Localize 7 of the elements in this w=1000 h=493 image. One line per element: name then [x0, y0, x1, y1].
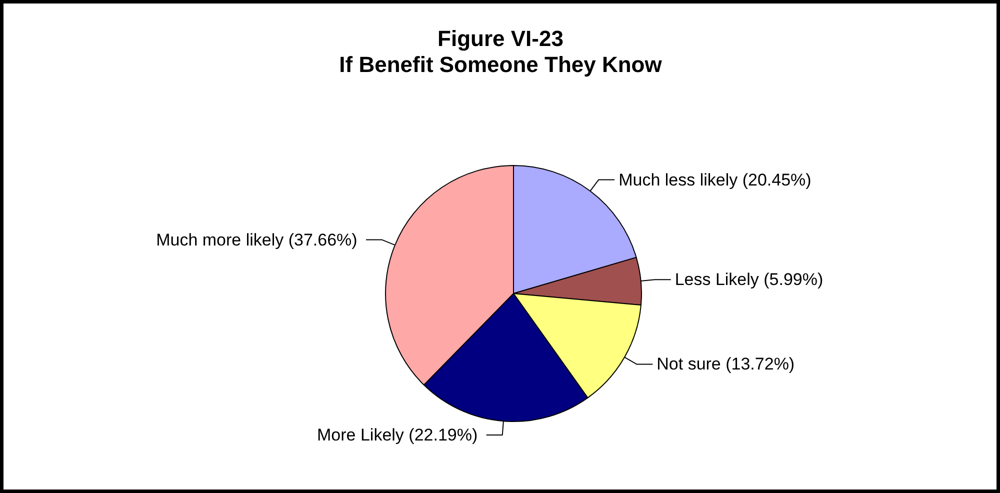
slice-label: More Likely (22.19%) — [317, 426, 478, 445]
chart-subtitle: If Benefit Someone They Know — [339, 52, 663, 77]
slice-label: Much less likely (20.45%) — [618, 170, 812, 190]
slice-label: Less Likely (5.99%) — [674, 270, 824, 290]
slice-label: Not sure (13.72%) — [656, 354, 795, 374]
chart-title: Figure VI-23 — [438, 26, 564, 51]
slice-label: Much more likely (37.66%) — [156, 230, 358, 250]
